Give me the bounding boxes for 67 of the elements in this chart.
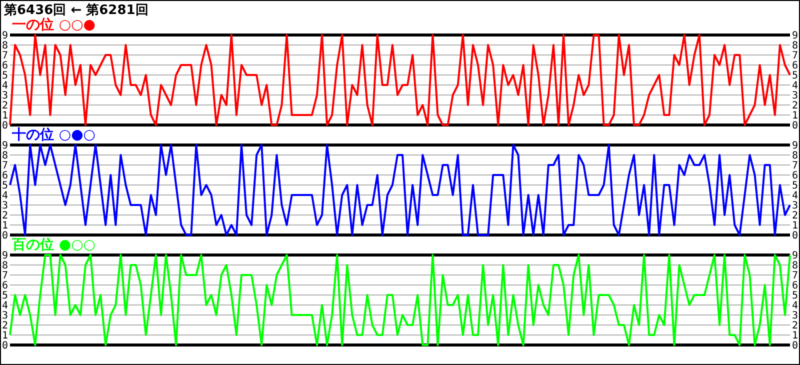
y-tick-label: 4	[2, 190, 8, 202]
y-tick-label: 2	[2, 320, 8, 332]
y2-tick-label: 8	[792, 150, 798, 162]
y-tick-label: 6	[2, 60, 8, 72]
y-tick-label: 0	[2, 340, 8, 352]
y2-tick-label: 0	[792, 230, 798, 242]
y-tick-label: 7	[2, 50, 8, 62]
y-tick-label: 1	[2, 220, 8, 232]
y2-tick-label: 6	[792, 280, 798, 292]
y-tick-label: 1	[2, 110, 8, 122]
y-tick-label: 8	[2, 260, 8, 272]
y-tick-label: 3	[2, 90, 8, 102]
y2-tick-label: 3	[792, 90, 798, 102]
y-tick-label: 8	[2, 40, 8, 52]
y2-tick-label: 0	[792, 340, 798, 352]
chart-title: 十の位 ○●○	[11, 127, 96, 143]
y2-tick-label: 9	[792, 30, 798, 42]
y-tick-label: 0	[2, 120, 8, 132]
y2-tick-label: 2	[792, 100, 798, 112]
y2-tick-label: 3	[792, 310, 798, 322]
y2-tick-label: 7	[792, 270, 798, 282]
y2-tick-label: 0	[792, 120, 798, 132]
y-tick-label: 5	[2, 290, 8, 302]
y2-tick-label: 1	[792, 220, 798, 232]
y2-tick-label: 2	[792, 210, 798, 222]
y2-tick-label: 8	[792, 40, 798, 52]
y2-tick-label: 9	[792, 140, 798, 152]
y2-tick-label: 2	[792, 320, 798, 332]
y-tick-label: 9	[2, 250, 8, 262]
y-tick-label: 9	[2, 30, 8, 42]
y2-tick-label: 6	[792, 60, 798, 72]
y-tick-label: 7	[2, 160, 8, 172]
y-tick-label: 3	[2, 310, 8, 322]
y2-tick-label: 7	[792, 160, 798, 172]
line-series	[9, 254, 791, 346]
chart-title: 一の位 ○○●	[12, 17, 96, 33]
chart-title: 百の位 ●○○	[11, 237, 96, 253]
y2-tick-label: 1	[792, 110, 798, 122]
y-tick-label: 3	[2, 200, 8, 212]
y2-tick-label: 5	[792, 70, 798, 82]
y2-tick-label: 8	[792, 260, 798, 272]
text: 第6436回 ← 第6281回	[3, 3, 148, 18]
y2-tick-label: 4	[792, 300, 798, 312]
y-tick-label: 0	[2, 230, 8, 242]
y-tick-label: 5	[2, 70, 8, 82]
y-tick-label: 7	[2, 270, 8, 282]
y2-tick-label: 7	[792, 50, 798, 62]
line-series	[9, 144, 791, 236]
y-tick-label: 6	[2, 280, 8, 292]
y-tick-label: 5	[2, 180, 8, 192]
y2-tick-label: 4	[792, 190, 798, 202]
y2-tick-label: 3	[792, 200, 798, 212]
y2-tick-label: 6	[792, 170, 798, 182]
y-tick-label: 2	[2, 100, 8, 112]
y-tick-label: 8	[2, 150, 8, 162]
y-tick-label: 2	[2, 210, 8, 222]
y-tick-label: 9	[2, 140, 8, 152]
y2-tick-label: 1	[792, 330, 798, 342]
y2-tick-label: 5	[792, 290, 798, 302]
y-tick-label: 4	[2, 300, 8, 312]
y-tick-label: 1	[2, 330, 8, 342]
y-tick-label: 4	[2, 80, 8, 92]
y2-tick-label: 5	[792, 180, 798, 192]
y2-tick-label: 4	[792, 80, 798, 92]
y2-tick-label: 9	[792, 250, 798, 262]
line-series	[9, 34, 791, 126]
y-tick-label: 6	[2, 170, 8, 182]
